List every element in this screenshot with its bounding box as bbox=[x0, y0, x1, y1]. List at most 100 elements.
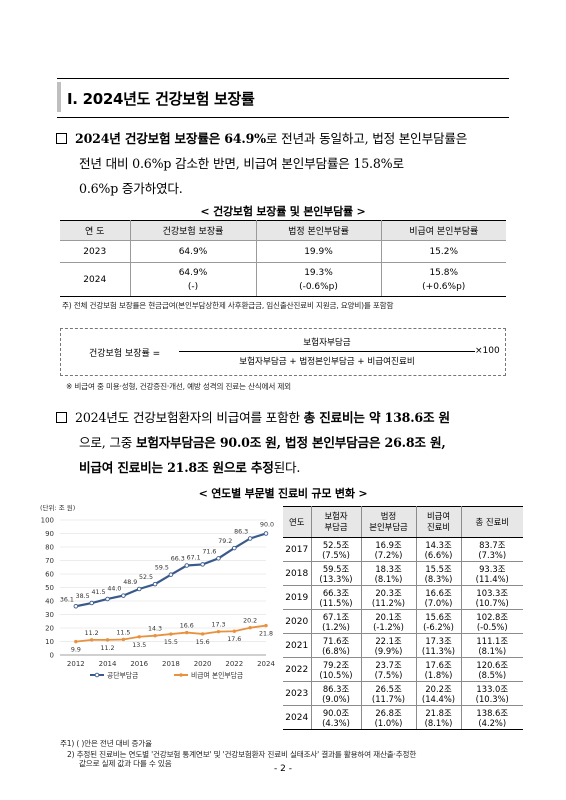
fraction-line bbox=[179, 351, 475, 352]
x-tick-label: 2022 bbox=[225, 660, 243, 668]
data-point bbox=[184, 563, 190, 568]
y-tick-label: 30 bbox=[45, 611, 54, 619]
cell-year: 2022 bbox=[283, 657, 312, 682]
data-label: 71.6 bbox=[202, 548, 216, 555]
cell-noncovered: 15.2% bbox=[380, 240, 506, 263]
para2-line3: 된다. bbox=[273, 460, 301, 475]
expenditure-line-chart: (단위: 조 원) 0 10 20 30 40 50 60 70 80 90 100 2012 201… bbox=[40, 503, 275, 680]
data-label: 17.3 bbox=[211, 622, 225, 629]
cell-year: 2024 bbox=[283, 705, 312, 730]
cell-value: 20.1조 (-1.2%) bbox=[360, 609, 417, 634]
cell-noncovered: 15.8% (+0.6%p) bbox=[380, 262, 506, 297]
cell-value: 64.9% bbox=[178, 267, 208, 278]
data-label: 38.5 bbox=[76, 593, 90, 600]
table-row: 2022 79.2조 (10.5%) 23.7조 (7.5%) 17.6조 (1.8%) 12… bbox=[283, 657, 523, 682]
page-number: - 2 - bbox=[274, 764, 292, 774]
data-label: 11.5 bbox=[116, 629, 130, 636]
header-statutory: 법정 본인부담금 bbox=[360, 506, 417, 538]
data-point bbox=[200, 632, 205, 636]
data-label: 52.5 bbox=[139, 574, 153, 581]
cell-value: 66.3조 (11.5%) bbox=[310, 585, 362, 610]
para2-line1: 2024년도 건강보험환자의 비급여를 포함한 bbox=[75, 410, 304, 425]
formula-box: 건강보험 보장률 = 보험자부담금 보험자부담금 + 법정본인부담금 + 비급여… bbox=[60, 328, 506, 376]
data-point bbox=[73, 604, 79, 609]
cell-value: 17.3조 (11.3%) bbox=[415, 633, 462, 658]
checkbox-bullet-icon bbox=[56, 412, 67, 423]
data-point bbox=[263, 531, 269, 536]
coverage-table: 연 도 건강보험 보장률 법정 본인부담률 비급여 본인부담률 2023 64.… bbox=[60, 220, 506, 297]
checkbox-bullet-icon bbox=[56, 133, 67, 144]
legend-label: 비급여 본인부담금 bbox=[191, 671, 243, 680]
cell-statutory: 19.9% bbox=[255, 240, 382, 263]
y-tick-label: 40 bbox=[45, 598, 54, 606]
cell-coverage: 64.9% (-) bbox=[129, 262, 257, 297]
table-row: 2021 71.6조 (6.8%) 22.1조 (9.9%) 17.3조 (11.3%) 11… bbox=[283, 633, 523, 658]
data-label: 15.5 bbox=[164, 639, 178, 646]
header-year: 연도 bbox=[283, 506, 312, 538]
table-header-row: 연 도 건강보험 보장률 법정 본인부담률 비급여 본인부담률 bbox=[60, 220, 506, 241]
cell-value: 19.3% bbox=[304, 267, 333, 278]
cell-value: 133.0조 (10.3%) bbox=[460, 681, 523, 706]
y-tick-label: 0 bbox=[50, 652, 54, 660]
data-label: 41.5 bbox=[92, 589, 106, 596]
legend-label: 공단부담금 bbox=[107, 671, 138, 680]
x-tick-label: 2014 bbox=[99, 660, 117, 668]
header-label: 보험자 부담금 bbox=[324, 511, 348, 532]
cell-value: 71.6조 (6.8%) bbox=[310, 633, 362, 658]
y-tick-label: 20 bbox=[45, 625, 54, 633]
data-label: 21.8 bbox=[259, 631, 273, 638]
header-coverage: 건강보험 보장률 bbox=[129, 220, 257, 241]
cell-year: 2019 bbox=[283, 585, 312, 610]
table-row: 2020 67.1조 (1.2%) 20.1조 (-1.2%) 15.6조 (-6.2%) 1… bbox=[283, 609, 523, 634]
cell-change: (-0.6%p) bbox=[299, 281, 338, 292]
data-point bbox=[105, 638, 110, 642]
data-label: 90.0 bbox=[260, 522, 274, 529]
table-header-row: 연도 보험자 부담금 법정 본인부담금 비급여 진료비 총 진료비 bbox=[283, 506, 523, 538]
y-tick-label: 10 bbox=[45, 638, 54, 646]
data-label: 15.6 bbox=[196, 639, 210, 646]
data-label: 16.6 bbox=[180, 623, 194, 630]
cell-year: 2021 bbox=[283, 633, 312, 658]
cell-year: 2018 bbox=[283, 561, 312, 586]
header-noncovered: 비급여 본인부담률 bbox=[380, 220, 506, 241]
header-year: 연 도 bbox=[60, 220, 131, 241]
data-point bbox=[153, 633, 157, 638]
header-label: 비급여 진료비 bbox=[426, 511, 451, 532]
cell-value: 26.5조 (11.7%) bbox=[360, 681, 417, 706]
data-point bbox=[105, 596, 110, 602]
para1-line1: 로 전년과 동일하고, 법정 본인부담률은 bbox=[265, 131, 468, 146]
data-point bbox=[169, 632, 173, 636]
paragraph-coverage: 2024년 건강보험 보장률은 64.9%로 전년과 동일하고, 법정 본인부담… bbox=[56, 126, 467, 201]
cell-value: 103.3조 (10.7%) bbox=[460, 585, 523, 610]
cell-value: 86.3조 (9.0%) bbox=[310, 681, 362, 706]
header-total: 총 진료비 bbox=[460, 506, 523, 538]
cell-year: 2017 bbox=[283, 537, 312, 562]
cell-value: 59.5조 (13.3%) bbox=[310, 561, 362, 586]
table-row: 2023 64.9% 19.9% 15.2% bbox=[60, 240, 506, 263]
data-label: 20.2 bbox=[243, 618, 257, 625]
data-point bbox=[264, 623, 268, 628]
data-label: 9.9 bbox=[71, 647, 81, 654]
legend-marker bbox=[179, 673, 183, 677]
para1-bold: 2024년 건강보험 보장률은 64.9% bbox=[75, 131, 266, 146]
table-row: 2023 86.3조 (9.0%) 26.5조 (11.7%) 20.2조 (14.4%) 1… bbox=[283, 681, 523, 706]
x-tick-label: 2018 bbox=[162, 660, 180, 668]
cell-value: 18.3조 (8.1%) bbox=[360, 561, 417, 586]
cell-value: 20.3조 (11.2%) bbox=[360, 585, 417, 610]
data-label: 17.6 bbox=[227, 636, 241, 643]
header-label: 법정 본인부담금 bbox=[369, 511, 408, 532]
data-label: 13.5 bbox=[132, 642, 146, 649]
data-point bbox=[185, 630, 189, 635]
para2-bold2: 보험자부담금은 90.0조 원, 법정 본인부담금은 26.8조 원, bbox=[135, 435, 446, 450]
y-tick-label: 50 bbox=[45, 584, 54, 592]
data-point bbox=[216, 556, 221, 561]
cell-value: 67.1조 (1.2%) bbox=[310, 609, 362, 634]
data-point bbox=[232, 545, 237, 551]
cell-value: 15.5조 (8.3%) bbox=[415, 561, 462, 586]
x-tick-label: 2020 bbox=[194, 660, 212, 668]
formula-numerator: 보험자부담금 bbox=[303, 338, 351, 348]
data-point bbox=[89, 600, 94, 606]
cell-statutory: 19.3% (-0.6%p) bbox=[255, 262, 382, 297]
data-label: 48.9 bbox=[123, 579, 137, 586]
chart-note-2: 2) 추정된 진료비는 연도별 '건강보험 통계연보' 및 '건강보험환자 진료… bbox=[67, 750, 417, 759]
